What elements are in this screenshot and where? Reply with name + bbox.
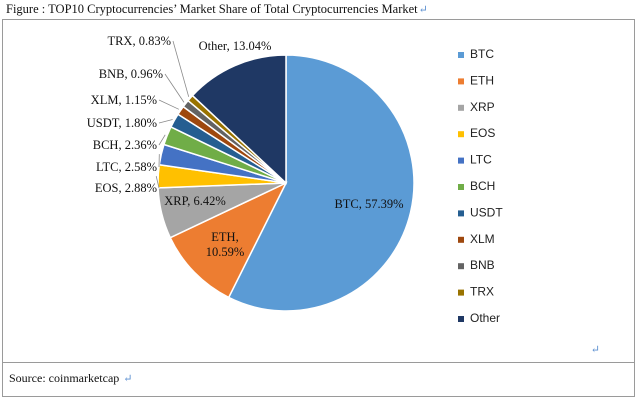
- legend-label-trx: TRX: [470, 285, 494, 299]
- slice-label-eth-line2: 10.59%: [206, 245, 245, 259]
- pie-slice-eth: [169, 181, 288, 299]
- slice-label-btc: BTC, 57.39%: [334, 197, 403, 211]
- legend-swatch-xrp: [458, 104, 464, 111]
- slice-label-trx: TRX, 0.83%: [107, 34, 171, 48]
- legend-label-ltc: LTC: [470, 153, 492, 167]
- slice-label-usdt: USDT, 1.80%: [87, 116, 157, 130]
- legend-label-btc: BTC: [470, 47, 494, 61]
- legend-swatch-eth: [458, 78, 464, 85]
- slice-label-xrp: XRP, 6.42%: [164, 194, 225, 208]
- slice-labels: BTC, 57.39% ETH,10.59% XRP, 6.42% EOS, 2.88…: [87, 34, 404, 259]
- chart-frame: BTC, 57.39% ETH, 10.59% XRP, 6.42% EOS, 2.88…: [2, 19, 635, 363]
- paragraph-mark-icon: ↵: [590, 344, 600, 356]
- leader-line-bnb: [164, 73, 185, 103]
- source-text: Source: coinmarketcap: [9, 371, 120, 385]
- slice-label-other: Other, 13.04%: [199, 39, 272, 53]
- leader-lines: [155, 40, 190, 189]
- legend-swatch-ltc: [458, 157, 464, 164]
- source-note: Source: coinmarketcap ↵: [9, 371, 133, 386]
- slice-label-eth: ETH,: [211, 230, 238, 244]
- chart-legend: BTC ETH XRP EOS LTC BCH USDT XLM BNB TRX Other: [458, 47, 503, 325]
- leader-line-bch: [158, 134, 166, 146]
- legend-label-eos: EOS: [470, 126, 495, 140]
- legend-label-bch: BCH: [470, 179, 495, 193]
- figure-caption: Figure : TOP10 Cryptocurrencies’ Market …: [6, 2, 428, 17]
- slice-label-bch: BCH, 2.36%: [93, 138, 157, 152]
- caption-text: Figure : TOP10 Cryptocurrencies’ Market …: [6, 2, 418, 16]
- slice-label-eos: EOS, 2.88%: [95, 181, 157, 195]
- legend-swatch-trx: [458, 289, 464, 296]
- legend-label-other: Other: [470, 311, 500, 325]
- slice-label-xlm: XLM, 1.15%: [91, 93, 157, 107]
- leader-line-usdt: [158, 119, 173, 124]
- leader-line-eos: [155, 176, 160, 189]
- source-row: Source: coinmarketcap ↵: [2, 363, 635, 397]
- legend-label-xlm: XLM: [470, 232, 495, 246]
- legend-swatch-eos: [458, 131, 464, 138]
- leader-line-trx: [172, 40, 190, 97]
- legend-label-usdt: USDT: [470, 205, 503, 219]
- slice-label-ltc: LTC, 2.58%: [96, 160, 157, 174]
- pie-slice-btc: [227, 54, 415, 312]
- legend-swatch-usdt: [458, 210, 464, 217]
- pie-chart: BTC, 57.39% ETH,10.59% XRP, 6.42% EOS, 2.88…: [87, 34, 504, 325]
- legend-swatch-bch: [458, 184, 464, 190]
- return-mark-icon: ↵: [123, 373, 133, 385]
- legend-label-bnb: BNB: [470, 258, 495, 272]
- leader-line-xlm: [158, 99, 180, 110]
- return-mark-icon: ↵: [418, 4, 428, 16]
- legend-swatch-other: [458, 316, 464, 322]
- pie-slices: [157, 54, 415, 312]
- legend-label-xrp: XRP: [470, 100, 495, 114]
- slice-label-bnb: BNB, 0.96%: [99, 67, 163, 81]
- pie-slice-other: [191, 54, 287, 185]
- legend-label-eth: ETH: [470, 73, 494, 87]
- legend-swatch-btc: [458, 52, 464, 58]
- legend-swatch-xlm: [458, 236, 464, 243]
- legend-swatch-bnb: [458, 263, 464, 270]
